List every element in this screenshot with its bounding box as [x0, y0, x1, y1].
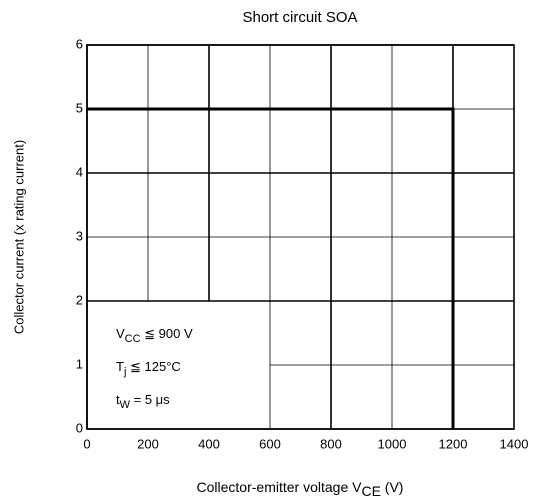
x-tick-label: 1400 — [500, 436, 529, 451]
y-tick-label: 1 — [76, 356, 83, 371]
annotation-part: ≦ 125°C — [126, 359, 180, 374]
annotation: Tj ≦ 125°C — [116, 359, 181, 377]
y-tick-label: 2 — [76, 292, 83, 307]
annotation-part: T — [116, 359, 124, 374]
y-tick-label: 6 — [76, 36, 83, 51]
annotation-sub: W — [120, 399, 131, 411]
annotation-part: = 5 μs — [130, 392, 170, 407]
y-axis-label: Collector current (x rating current) — [11, 140, 26, 334]
annotation: tW = 5 μs — [116, 392, 170, 410]
x-tick-label: 400 — [198, 436, 220, 451]
plot-frame — [86, 44, 515, 430]
x-tick-label: 1200 — [439, 436, 468, 451]
x-tick-label: 1000 — [378, 436, 407, 451]
annotation-part: V — [116, 326, 125, 341]
x-axis-label-sub: CE — [361, 483, 380, 499]
x-axis-label-part: Collector-emitter voltage V — [197, 479, 363, 495]
annotation-sub: CC — [125, 333, 141, 345]
annotation-sub: j — [123, 366, 126, 378]
y-tick-label: 5 — [76, 100, 83, 115]
x-tick-label: 800 — [320, 436, 342, 451]
x-tick-label: 200 — [137, 436, 159, 451]
annotation-part: ≦ 900 V — [141, 326, 193, 341]
x-tick-label: 0 — [83, 436, 90, 451]
soa-line — [87, 107, 455, 429]
x-tick-label: 600 — [259, 436, 281, 451]
chart-title: Short circuit SOA — [242, 9, 357, 26]
x-axis-label: Collector-emitter voltage VCE (V) — [197, 479, 404, 499]
y-tick-label: 3 — [76, 228, 83, 243]
y-tick-label: 4 — [76, 164, 83, 179]
annotation-part: t — [116, 392, 120, 407]
annotation: VCC ≦ 900 V — [116, 326, 193, 344]
x-axis-label-part: (V) — [381, 479, 404, 495]
y-tick-label: 0 — [76, 420, 83, 435]
